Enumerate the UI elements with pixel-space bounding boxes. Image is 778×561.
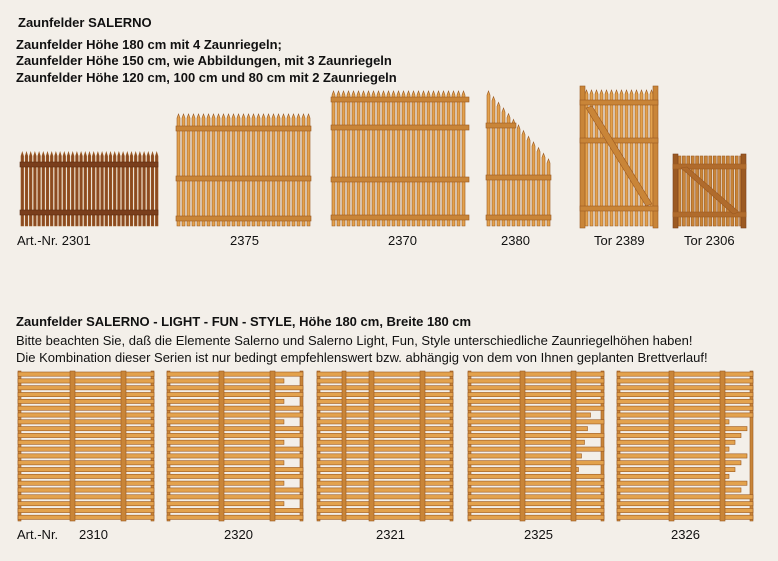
section1-line-2: Zaunfelder Höhe 150 cm, wie Abbildungen,… [16, 53, 392, 68]
label-2310: 2310 [79, 527, 108, 542]
section1-line-1: Zaunfelder Höhe 180 cm mit 4 Zaunriegeln… [16, 37, 282, 52]
gate-2389-image [579, 85, 659, 229]
fence-2375-image [175, 113, 312, 227]
fence-2301-image [19, 151, 159, 227]
panel-2325-image [467, 370, 605, 522]
fence-2370-image [330, 90, 470, 227]
label-2325: 2325 [524, 527, 553, 542]
section2-title: Zaunfelder SALERNO - LIGHT - FUN - STYLE… [16, 314, 472, 329]
label-2370: 2370 [388, 233, 417, 248]
panel-2321-image [316, 370, 454, 522]
section2-line-2: Die Kombination dieser Serien ist nur be… [16, 350, 708, 365]
section1-title: Zaunfelder SALERNO [18, 15, 152, 30]
panel-2326-image [616, 370, 754, 522]
label-2306: Tor 2306 [684, 233, 735, 248]
label-2389: Tor 2389 [594, 233, 645, 248]
gate-2306-image [672, 153, 747, 229]
panel-2320-image [166, 370, 304, 522]
label-2326: 2326 [671, 527, 700, 542]
label-2320: 2320 [224, 527, 253, 542]
label-2301: Art.-Nr. 2301 [17, 233, 91, 248]
label-2375: 2375 [230, 233, 259, 248]
panel-2310-image [17, 370, 155, 522]
label-2321: 2321 [376, 527, 405, 542]
section2-line-1: Bitte beachten Sie, daß die Elemente Sal… [16, 333, 693, 348]
label-prefix-art-nr: Art.-Nr. [17, 527, 59, 542]
label-2380: 2380 [501, 233, 530, 248]
fence-2380-image [485, 90, 552, 227]
section1-line-3: Zaunfelder Höhe 120 cm, 100 cm und 80 cm… [16, 70, 397, 85]
